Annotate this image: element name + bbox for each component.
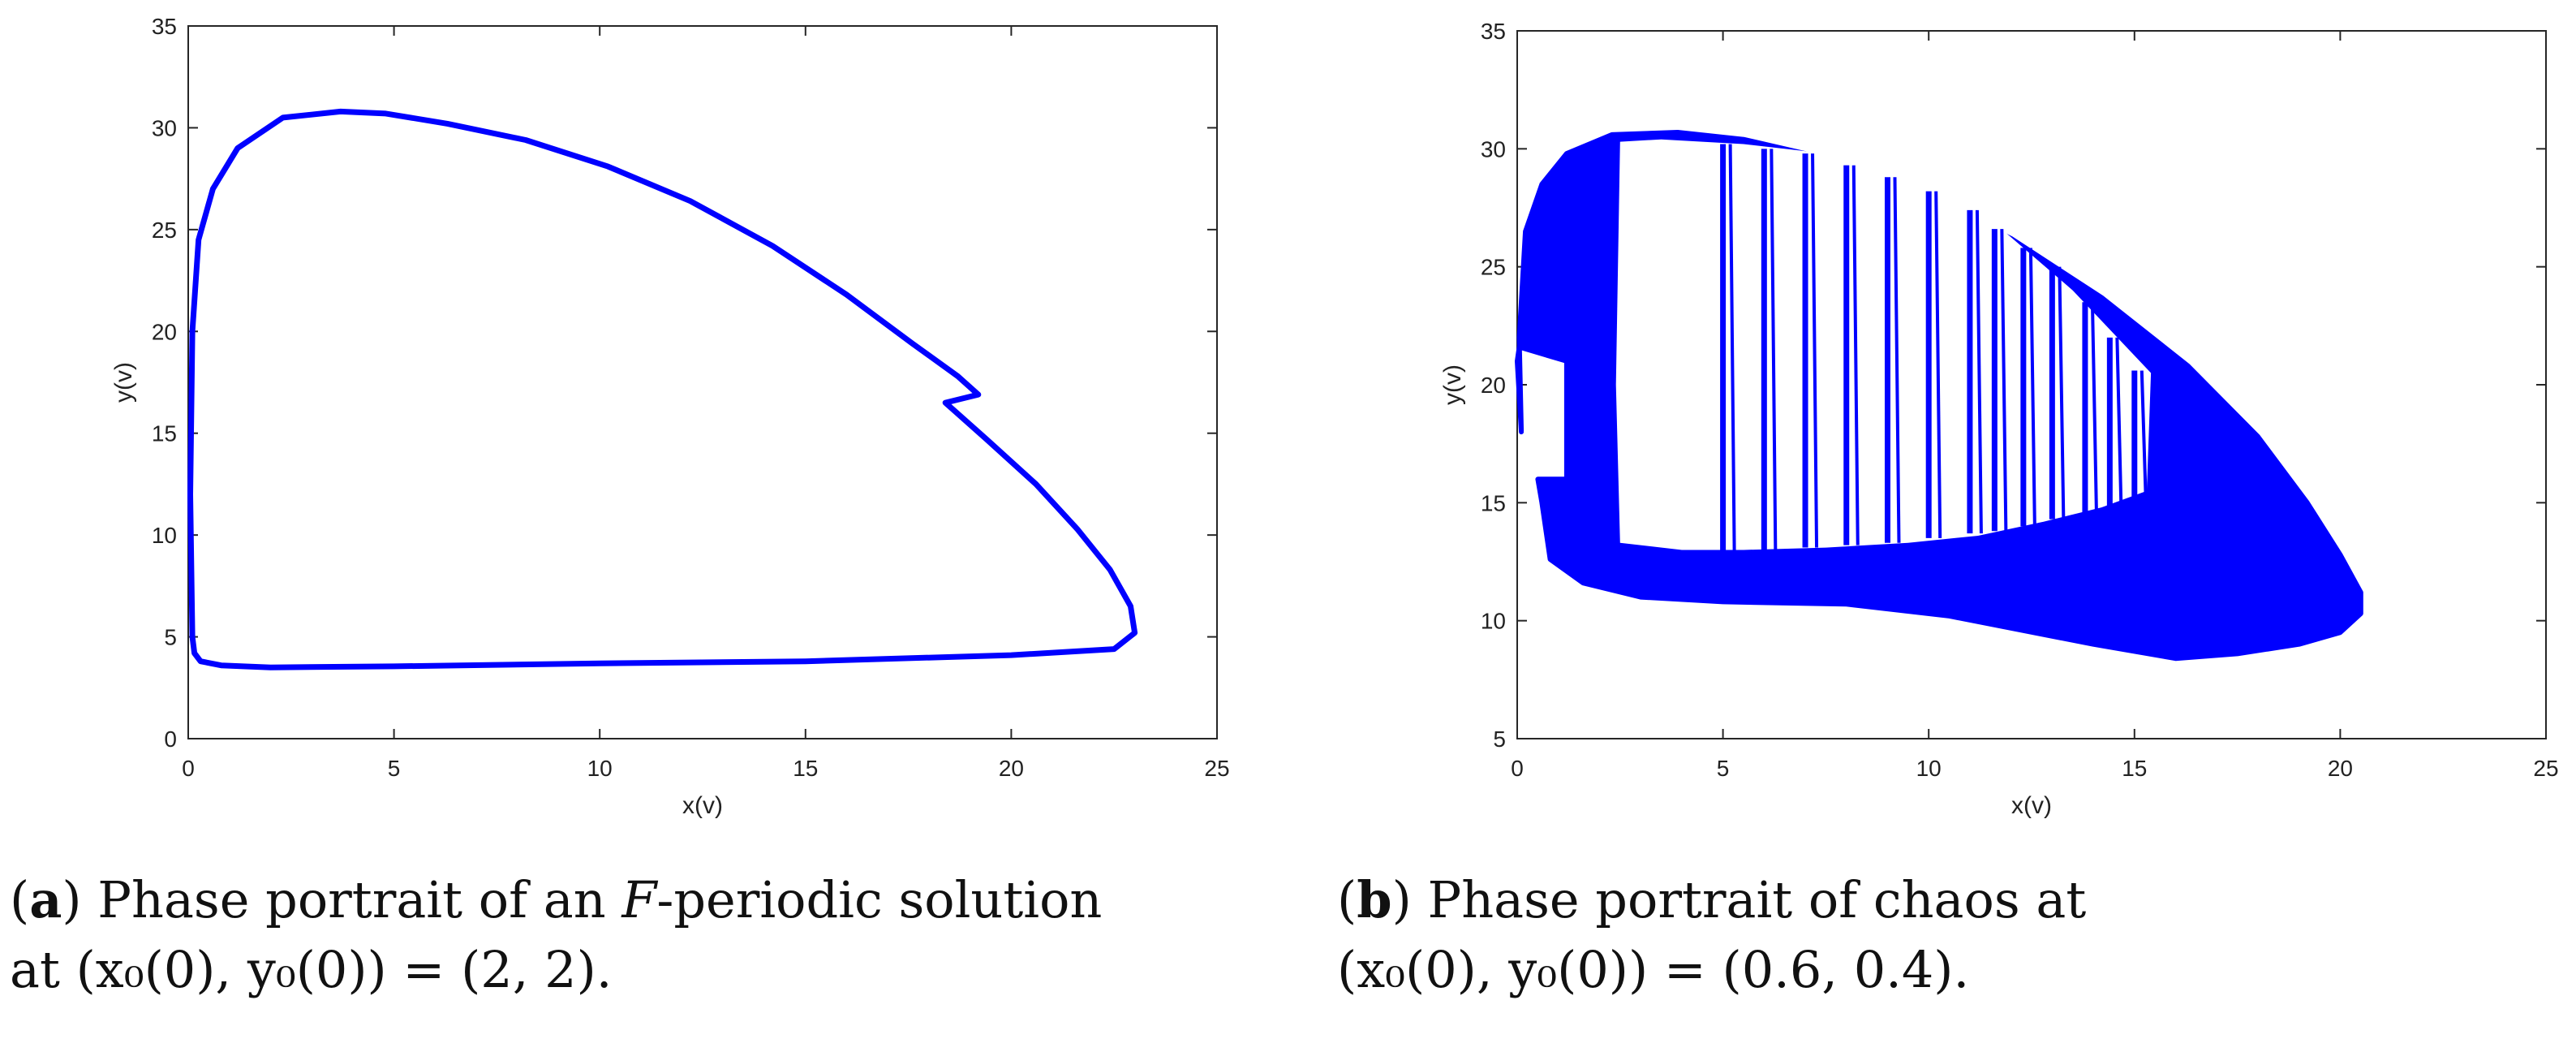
plot-b-chaos-strand [1934,191,1942,538]
plot-b-chaos-strand [2028,248,2036,527]
plot-b-chaos-strand [2115,337,2123,508]
caption-b-line-2: (x₀(0), y₀(0)) = (0.6, 0.4). [1337,940,1970,999]
plot-b-y-tick-label: 35 [1481,19,1506,44]
plot-b-x-tick-label: 10 [1916,756,1942,781]
plot-b-y-tick-label: 30 [1481,136,1506,162]
plot-b-y-tick-label: 25 [1481,255,1506,280]
plot-a-x-axis-label: x(v) [682,792,723,819]
plot-b-chaos-strand [1893,177,1901,543]
plot-a-y-tick-label: 25 [152,218,177,243]
plot-a-x-tick-label: 0 [182,756,195,781]
plot-b-y-tick-label: 20 [1481,373,1506,398]
plot-b-chaos-strand [2139,370,2148,501]
caption-b-text: Phase portrait of chaos at [1411,870,2087,929]
caption-a-label: a [29,870,62,929]
plot-a-y-tick-label: 20 [152,319,177,344]
plot-b-y-tick-label: 10 [1481,609,1506,634]
plot-a-axes-box [187,25,1218,739]
plot-b-y-tick-label: 15 [1481,490,1506,515]
plot-a-x-tick-label: 5 [388,756,401,781]
plot-a-y-axis-label: y(v) [110,362,137,403]
caption-b-line-1: (b) Phase portrait of chaos at [1337,870,2087,929]
plot-a-y-tick-label: 10 [152,523,177,548]
plot-b-chaos-strand [2058,266,2066,520]
plot-b-y-axis-label: y(v) [1439,364,1466,405]
caption-a: (a) Phase portrait of an F-periodic solu… [10,865,1102,1005]
caption-a-italic: F [621,870,657,929]
plot-b-x-tick-label: 20 [2328,756,2353,781]
caption-a-tail: -periodic solution [656,870,1103,929]
plot-b-x-tick-label: 25 [2533,756,2558,781]
plot-b-chaos-strand [1975,209,1983,534]
plot-b-x-tick-label: 15 [2122,756,2147,781]
caption-b-label: b [1357,870,1392,929]
caption-a-line-1: (a) Phase portrait of an F-periodic solu… [10,870,1103,929]
plot-b-chaos-strand [1811,153,1819,548]
plot-a-y-tick-label: 35 [152,14,177,39]
caption-a-line-2: at (x₀(0), y₀(0)) = (2, 2). [10,940,613,999]
plot-a-x-tick-label: 25 [1204,756,1229,781]
plot-b-x-tick-label: 0 [1511,756,1524,781]
plot-a-trajectory [187,108,1138,670]
plot-a-x-tick-label: 15 [793,756,818,781]
plot-a-x-tick-label: 20 [999,756,1024,781]
plot-b-chaos-strand [1728,144,1736,550]
plot-a-y-tick-label: 5 [164,625,177,650]
caption-a-text: Phase portrait of an [81,870,622,929]
plot-b-chaos-strand [1851,165,1860,545]
plot-a-y-tick-label: 0 [164,726,177,752]
plot-b-chaos-strand [2090,302,2098,512]
plot-a: 0 5 10 15 20 25 0 5 10 15 20 25 30 35 x(v) y(v) [110,14,1230,819]
plot-b-x-tick-label: 5 [1717,756,1730,781]
plot-a-y-tick-label: 30 [152,115,177,140]
plot-a-x-tick-label: 10 [587,756,613,781]
caption-b: (b) Phase portrait of chaos at (x₀(0), y… [1337,865,2086,1005]
plot-b-chaos-strand [1770,149,1778,550]
plot-b-x-axis-label: x(v) [2011,792,2052,819]
plot-b-y-tick-label: 5 [1493,726,1506,752]
plot-b-chaos-gap [1615,139,2152,550]
plot-a-y-tick-label: 15 [152,421,177,446]
plot-b-chaos-strand [2000,229,2008,532]
